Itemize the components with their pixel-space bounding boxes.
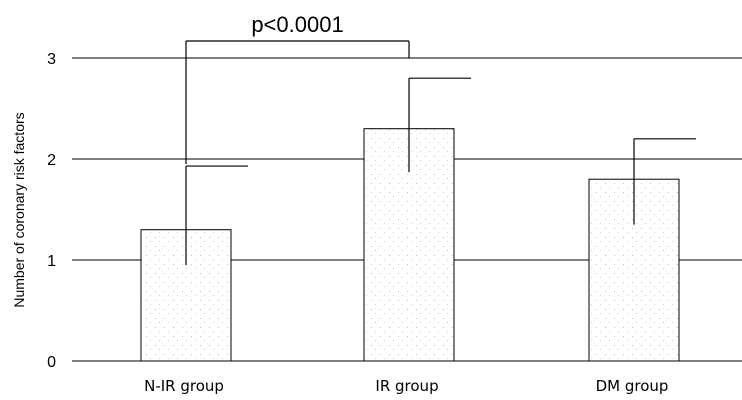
y-tick-label-2: 2 — [47, 152, 56, 169]
y-tick-label-0: 0 — [47, 354, 56, 371]
y-tick-label-1: 1 — [47, 253, 56, 270]
x-axis-labels: N-IR group IR group DM group — [144, 377, 668, 395]
x-tick-label-1: N-IR group — [144, 377, 224, 395]
x-tick-label-3: DM group — [596, 377, 669, 395]
y-axis-ticks: 0 1 2 3 — [47, 51, 56, 371]
y-axis-title: Number of coronary risk factors — [11, 112, 27, 307]
y-tick-label-3: 3 — [47, 51, 56, 68]
x-tick-label-2: IR group — [375, 377, 438, 395]
error-bars — [185, 77, 696, 266]
significance-bracket: p<0.0001 — [185, 12, 410, 165]
p-value-label: p<0.0001 — [251, 12, 343, 37]
bars — [140, 128, 680, 362]
